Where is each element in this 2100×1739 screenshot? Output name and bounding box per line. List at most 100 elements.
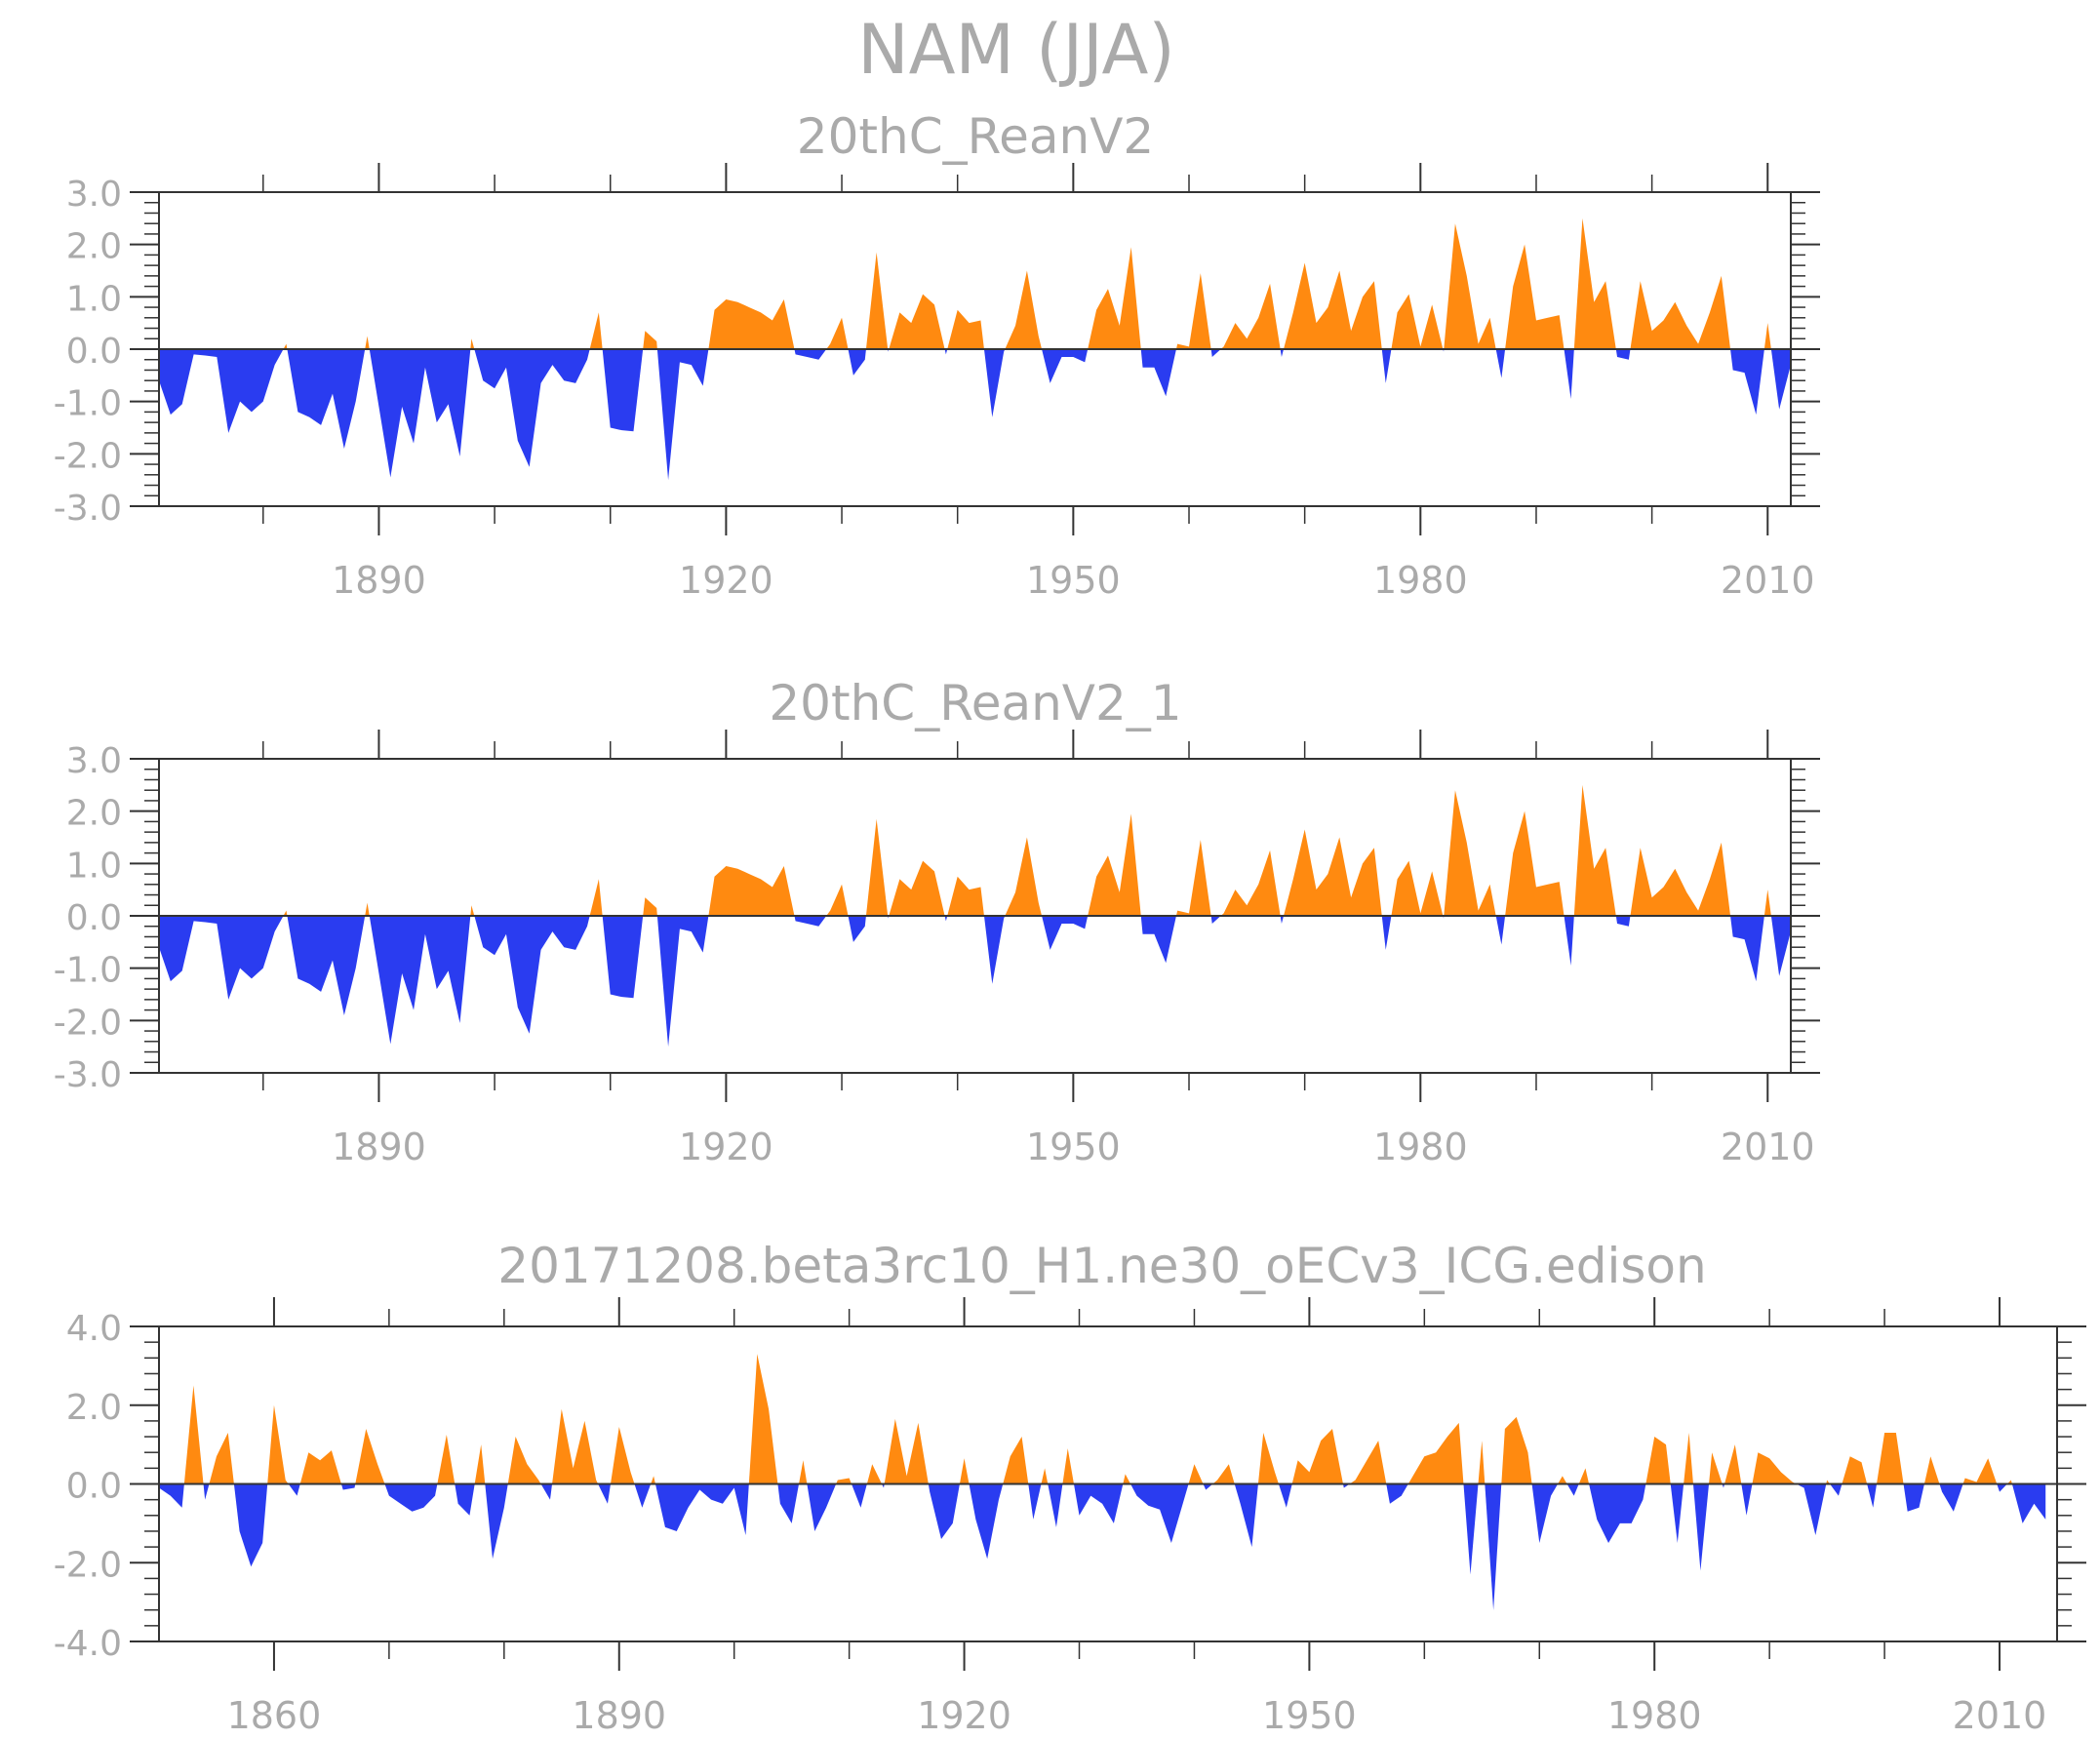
negative-area: [1280, 349, 1285, 358]
x-tick-label: 1890: [332, 559, 426, 602]
negative-area: [1796, 1483, 1827, 1535]
negative-area: [1386, 1483, 1408, 1504]
y-tick-label: -2.0: [54, 1545, 122, 1585]
negative-area: [474, 916, 590, 1034]
positive-area: [1212, 1464, 1235, 1484]
positive-area: [610, 1426, 635, 1484]
positive-area: [1175, 840, 1211, 916]
y-tick-label: 0.0: [66, 898, 122, 938]
negative-area: [1495, 916, 1506, 945]
negative-area: [602, 349, 644, 432]
negative-area: [1615, 349, 1631, 360]
y-tick-label: 3.0: [66, 175, 122, 215]
negative-area: [288, 1483, 300, 1496]
negative-area: [1770, 349, 1791, 410]
x-tick-label: 1920: [917, 1694, 1011, 1737]
positive-area: [708, 299, 795, 349]
positive-area: [1763, 323, 1771, 349]
negative-area: [1830, 1483, 1842, 1496]
negative-area: [983, 349, 1006, 417]
x-tick-label: 2010: [1721, 559, 1815, 602]
positive-area: [1220, 283, 1281, 349]
negative-area: [1495, 349, 1506, 378]
positive-area: [1005, 837, 1043, 916]
panel-title: 20thC_ReanV2_1: [769, 675, 1181, 731]
negative-area: [928, 1483, 960, 1540]
positive-area: [1407, 1422, 1464, 1484]
positive-area: [1391, 860, 1444, 916]
positive-area: [283, 910, 288, 916]
y-tick-label: 2.0: [66, 227, 122, 267]
negative-area: [654, 1483, 749, 1535]
x-tick-label: 1920: [679, 1126, 773, 1168]
negative-area: [384, 1483, 438, 1512]
positive-area: [1505, 810, 1565, 916]
negative-area: [1485, 1483, 1502, 1610]
negative-area: [1997, 1483, 2007, 1492]
negative-area: [1140, 349, 1176, 397]
negative-area: [882, 1483, 885, 1488]
negative-area: [1042, 349, 1089, 383]
y-tick-label: 1.0: [66, 279, 122, 319]
negative-area: [794, 349, 827, 360]
positive-area: [507, 1437, 541, 1484]
positive-area: [283, 343, 288, 349]
negative-area: [1564, 916, 1574, 966]
negative-area: [777, 1483, 800, 1523]
negative-area: [1280, 916, 1285, 925]
negative-area: [1564, 349, 1574, 399]
positive-area: [1709, 1452, 1723, 1484]
positive-area: [1088, 813, 1141, 916]
negative-area: [159, 349, 284, 433]
x-tick-label: 1980: [1373, 559, 1468, 602]
positive-area: [865, 818, 889, 916]
x-tick-label: 1950: [1026, 559, 1121, 602]
negative-area: [848, 916, 866, 942]
negative-area: [1210, 349, 1221, 358]
negative-area: [602, 916, 644, 999]
negative-area: [1730, 349, 1764, 415]
positive-area: [1123, 1474, 1131, 1484]
x-tick-label: 1890: [572, 1694, 666, 1737]
positive-area: [1923, 1456, 1940, 1484]
negative-area: [1278, 1483, 1292, 1508]
positive-area: [470, 338, 475, 349]
positive-area: [651, 1476, 655, 1484]
positive-area: [708, 866, 795, 916]
x-tick-label: 1920: [679, 559, 773, 602]
negative-area: [634, 1483, 652, 1508]
positive-area: [1005, 270, 1043, 349]
positive-area: [365, 336, 370, 349]
positive-area: [589, 312, 603, 349]
negative-area: [944, 916, 948, 922]
positive-area: [1088, 247, 1141, 349]
panel-title: 20171208.beta3rc10_H1.ne30_oECv3_ICG.edi…: [497, 1238, 1706, 1294]
positive-area: [799, 1460, 808, 1484]
negative-area: [1028, 1483, 1042, 1520]
positive-area: [1724, 1444, 1742, 1484]
panel-20thc-reanv2-1: 20thC_ReanV2_1 -3.0 -2.0 -1.0 0.0 1.0 2.0 3.0 1…: [54, 675, 1820, 1168]
figure-title: NAM (JJA): [857, 10, 1174, 90]
positive-area: [1752, 1452, 1797, 1484]
positive-area: [866, 1464, 883, 1484]
positive-area: [355, 1428, 385, 1484]
negative-area: [1210, 916, 1221, 925]
negative-area: [1531, 1483, 1559, 1544]
positive-area: [643, 331, 657, 349]
negative-area: [233, 1483, 268, 1567]
negative-area: [598, 1483, 611, 1504]
negative-area: [983, 916, 1006, 984]
positive-area: [748, 1354, 778, 1484]
positive-area: [1257, 1433, 1279, 1484]
x-tick-label: 1890: [332, 1126, 426, 1168]
positive-area: [183, 1385, 204, 1484]
negative-area: [203, 1483, 210, 1500]
positive-area: [2006, 1480, 2012, 1484]
positive-area: [1175, 273, 1211, 349]
negative-area: [1381, 916, 1392, 950]
positive-area: [1877, 1433, 1904, 1484]
positive-area: [1630, 275, 1731, 349]
negative-area: [1463, 1483, 1479, 1575]
positive-area: [437, 1435, 456, 1484]
